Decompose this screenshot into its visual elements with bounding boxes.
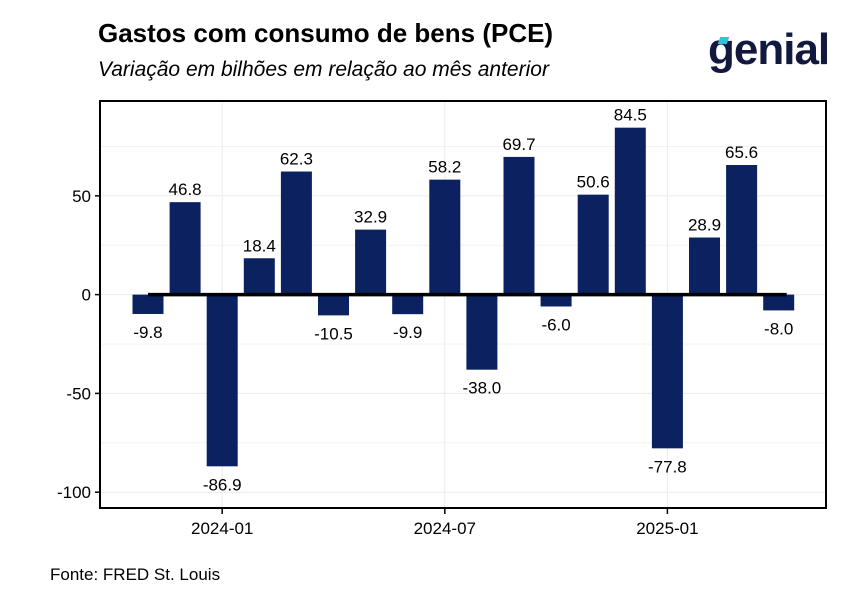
axes: 50 0 -50 -100 2024-01 2024-07 2025-01: [57, 187, 699, 538]
data-label: -9.8: [133, 323, 162, 342]
data-label: 62.3: [280, 150, 313, 169]
y-tick-label: 0: [82, 286, 91, 305]
data-label: 32.9: [354, 208, 387, 227]
bar: [540, 294, 572, 307]
source-note: Fonte: FRED St. Louis: [50, 565, 221, 584]
bar: [466, 294, 498, 370]
plot-border: [99, 100, 827, 509]
data-label: -8.0: [764, 319, 793, 338]
data-label: -38.0: [463, 379, 502, 398]
data-label: 28.9: [688, 216, 721, 235]
bar: [651, 294, 683, 449]
bar: [429, 179, 461, 295]
bar: [206, 294, 238, 467]
bar: [169, 202, 201, 295]
bar: [763, 294, 795, 311]
bar: [689, 237, 720, 295]
data-label: 65.6: [725, 143, 758, 162]
y-tick-label: 50: [72, 187, 91, 206]
x-tick-label: 2025-01: [636, 519, 698, 538]
x-tick-label: 2024-01: [191, 519, 253, 538]
x-tick-label: 2024-07: [414, 519, 476, 538]
data-label: 18.4: [243, 236, 276, 255]
data-label: -9.9: [393, 323, 422, 342]
data-label: 58.2: [428, 158, 461, 177]
bar: [577, 194, 609, 295]
data-label: -10.5: [314, 324, 353, 343]
bar: [614, 127, 646, 295]
y-tick-label: -100: [57, 483, 91, 502]
data-label: 84.5: [614, 106, 647, 125]
data-label: 69.7: [502, 135, 535, 154]
data-label: -86.9: [203, 475, 242, 494]
bar: [503, 156, 535, 295]
bar: [318, 294, 349, 316]
bars: [132, 127, 795, 467]
bar: [132, 294, 164, 314]
data-label: -6.0: [541, 315, 570, 334]
data-label: 46.8: [169, 180, 202, 199]
genial-logo: genial: [708, 25, 830, 74]
bar: [280, 171, 312, 295]
y-tick-label: -50: [66, 384, 91, 403]
data-labels: -9.8 46.8 -86.9 18.4 62.3 -10.5 32.9 -9.9 58.2 -3…: [133, 106, 793, 495]
bar: [726, 165, 758, 295]
bar: [243, 258, 275, 295]
bar: [392, 294, 424, 315]
chart-title: Gastos com consumo de bens (PCE): [98, 18, 554, 48]
bar: [355, 229, 387, 295]
chart-subtitle: Variação em bilhões em relação ao mês an…: [98, 58, 549, 81]
data-label: -77.8: [648, 457, 687, 476]
data-label: 50.6: [577, 173, 610, 192]
